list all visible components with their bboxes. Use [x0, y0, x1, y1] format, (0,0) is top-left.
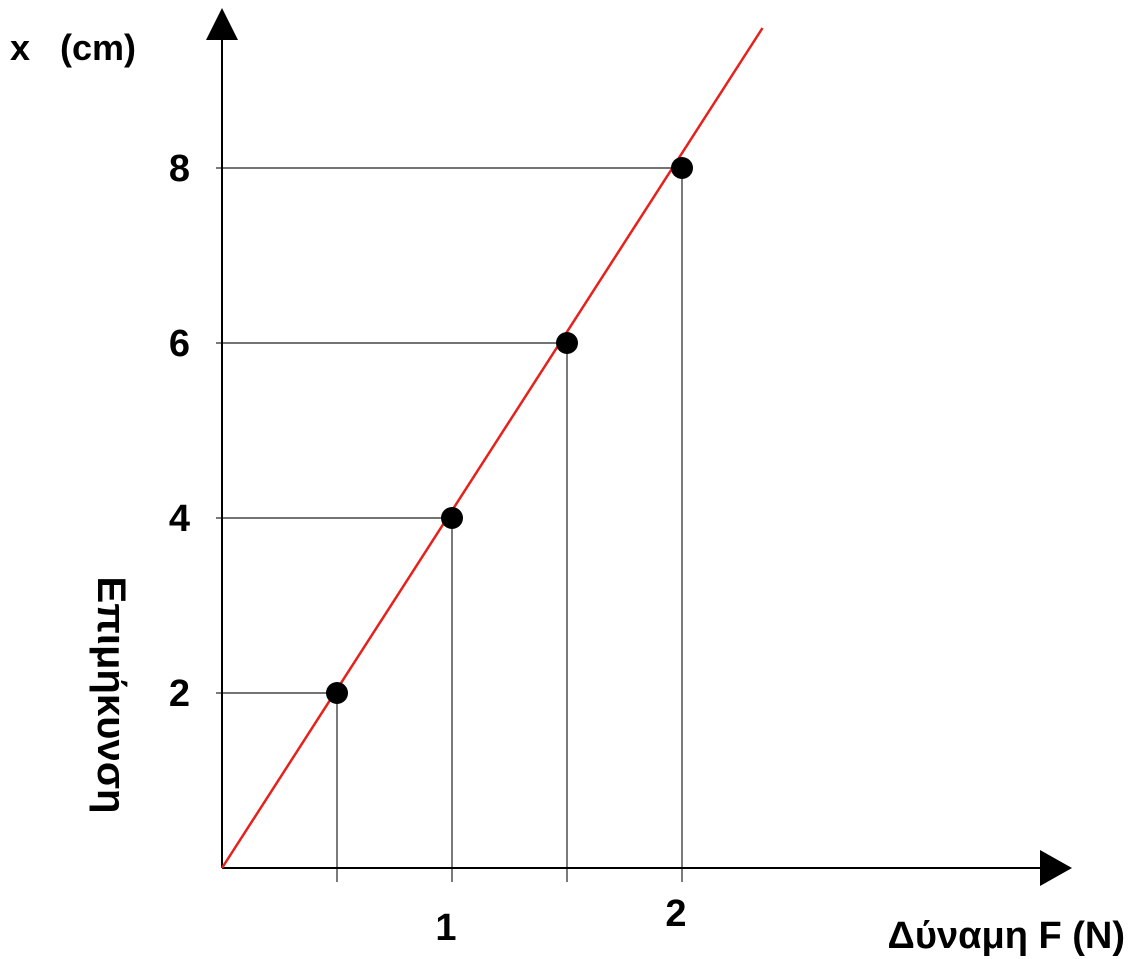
data-point-3: [671, 157, 693, 179]
axes: [206, 8, 1072, 886]
data-point-2: [556, 332, 578, 354]
y-tick-label-3: 8: [169, 148, 190, 190]
y-tick-label-1: 4: [169, 498, 190, 540]
guide-lines: [216, 167, 683, 882]
x-axis-arrow: [1040, 850, 1072, 886]
x-axis-label: Δύναμη F (N): [888, 915, 1125, 957]
y-tick-label-2: 6: [169, 323, 190, 365]
tick-labels: 2 4 6 8 1 2: [169, 148, 687, 949]
y-axis-label: Επιμήκυνση: [89, 577, 133, 814]
data-points: [326, 157, 693, 704]
data-point-1: [441, 507, 463, 529]
data-point-0: [326, 682, 348, 704]
y-unit-label: x (cm): [10, 27, 136, 68]
x-tick-label-0: 1: [435, 907, 456, 949]
x-tick-label-1: 2: [665, 893, 686, 935]
y-axis-arrow: [206, 8, 238, 40]
y-tick-label-0: 2: [169, 673, 190, 715]
